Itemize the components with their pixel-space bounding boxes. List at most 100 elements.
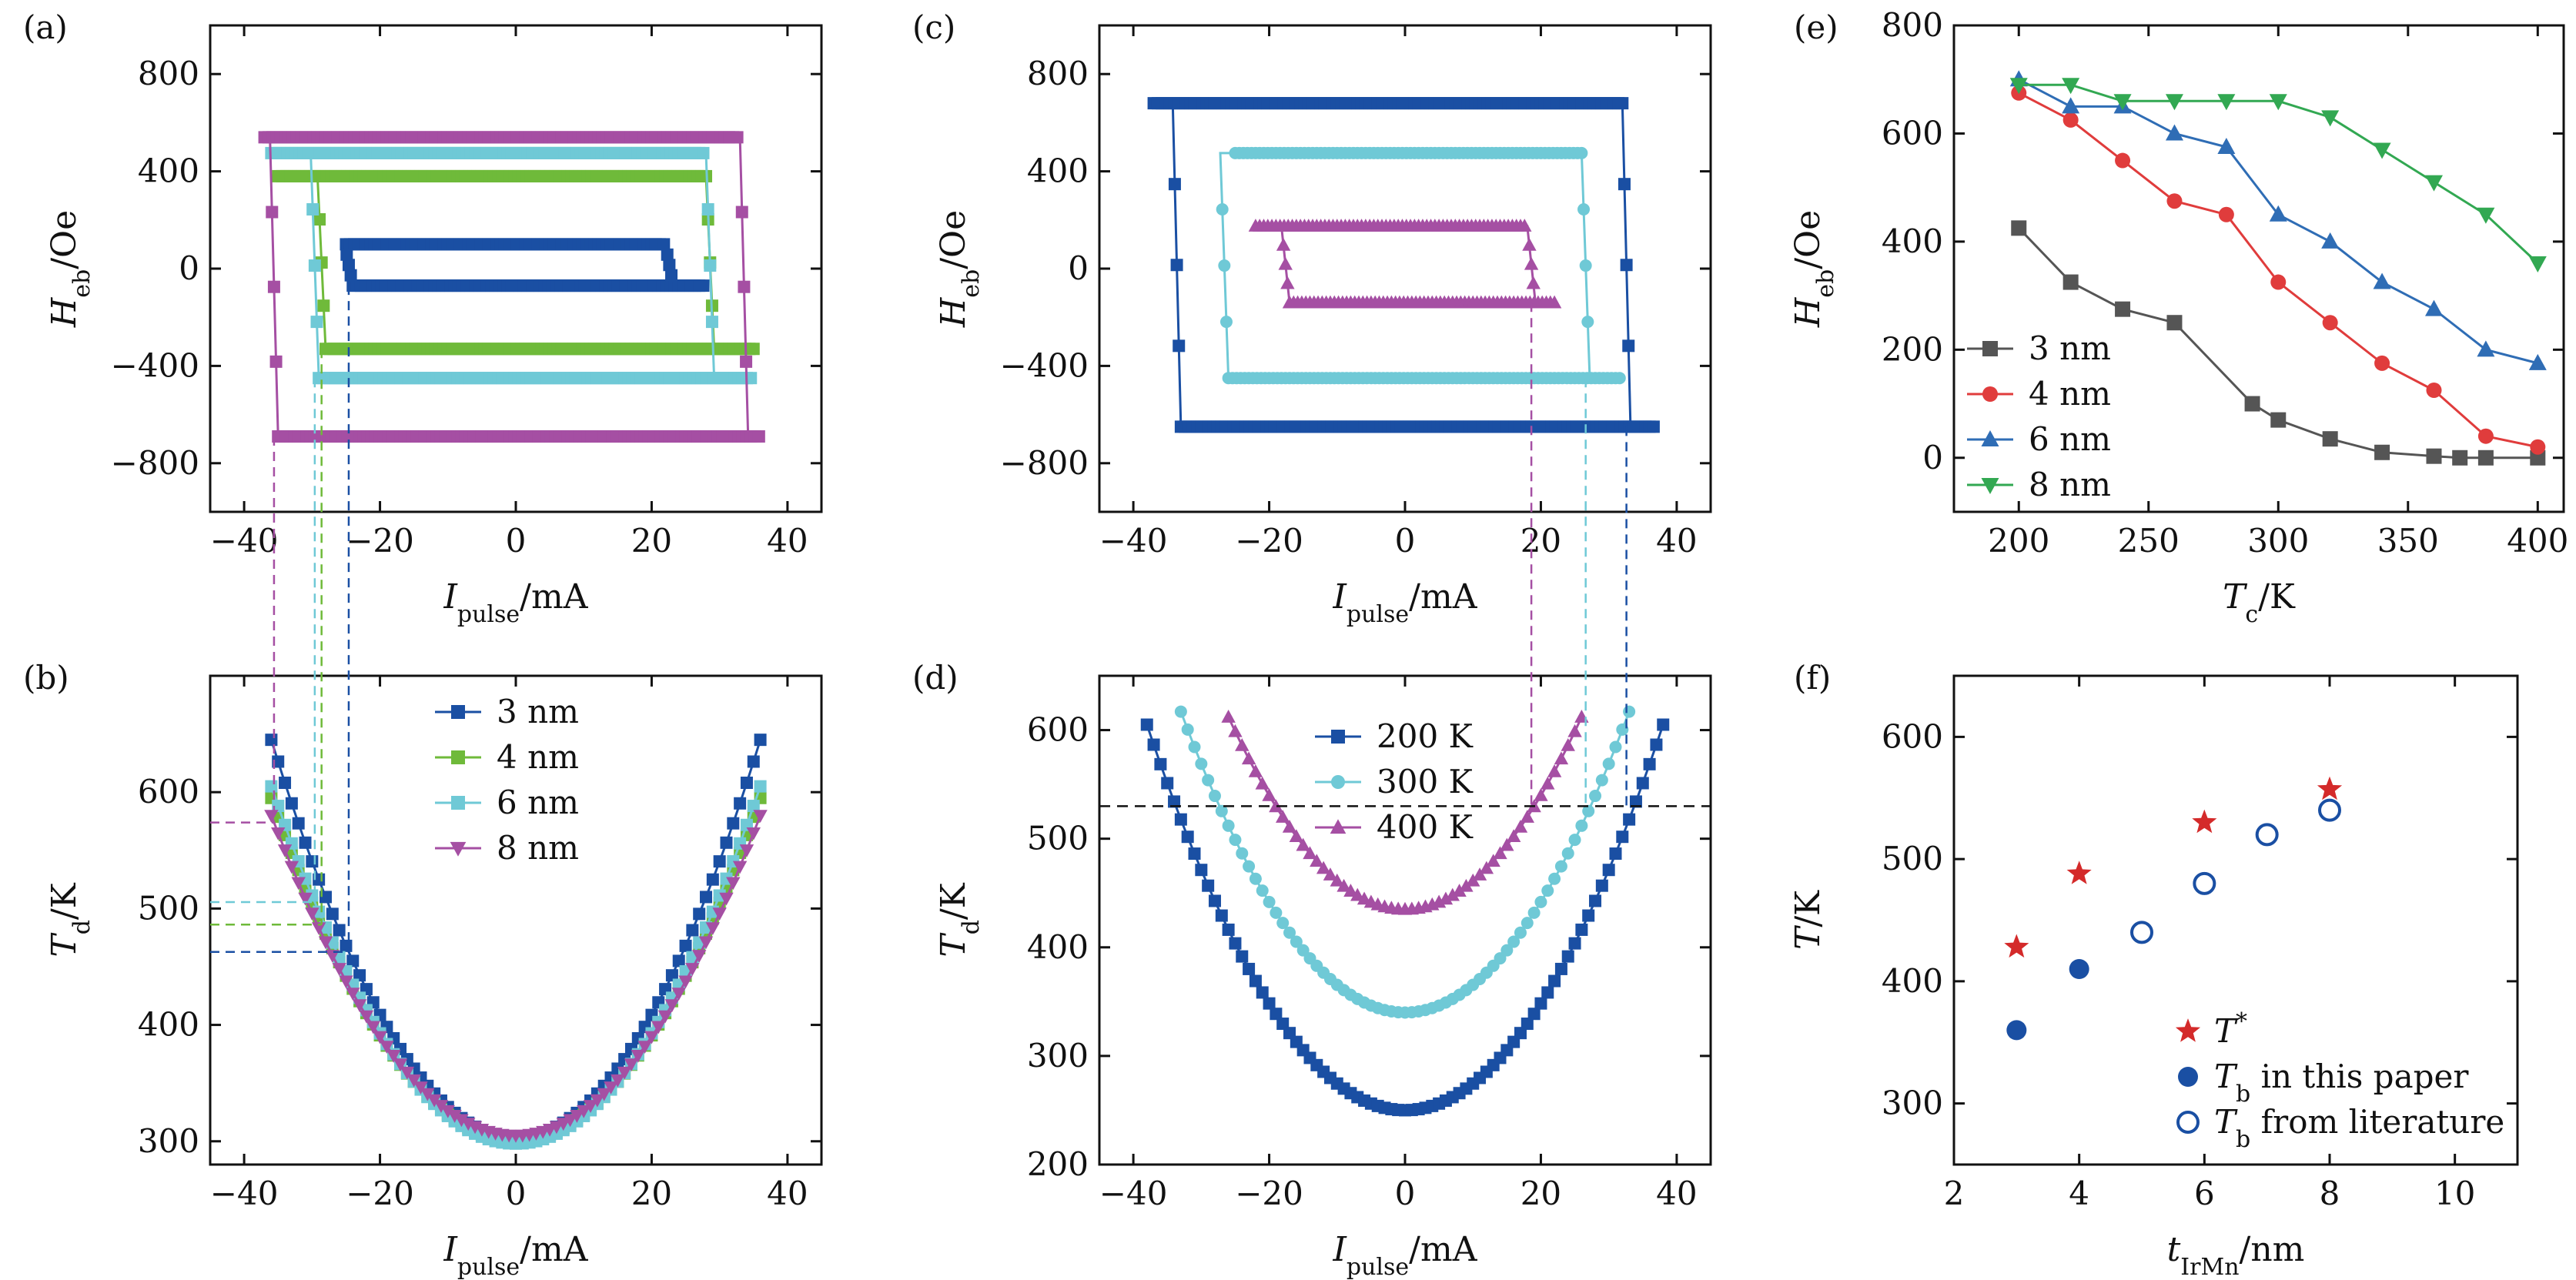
data-point (1581, 316, 1594, 329)
data-point (1289, 829, 1304, 843)
data-point (1276, 237, 1291, 251)
data-point (692, 950, 707, 963)
legend-label: 3 nm (2029, 329, 2111, 367)
data-point (2477, 340, 2495, 357)
y-axis-label: Heb/Oe (934, 210, 985, 328)
data-point (665, 969, 678, 982)
legend: 3 nm 4 nm 6 nm 8 nm (1967, 329, 2111, 503)
data-point (1609, 740, 1622, 754)
legend-label: Tb in this paper (2214, 1058, 2469, 1108)
data-point (2193, 871, 2216, 895)
legend-label: 3 nm (497, 693, 579, 730)
data-point (2452, 450, 2468, 466)
data-point (752, 430, 765, 443)
data-point (1517, 219, 1532, 232)
data-point (1616, 723, 1629, 736)
legend-label: 8 nm (2029, 466, 2111, 503)
data-point (1276, 810, 1290, 823)
data-point (685, 963, 700, 976)
data-point (2006, 1020, 2027, 1041)
panel-label: (d) (912, 659, 958, 697)
data-point (1575, 819, 1588, 832)
data-point (373, 1031, 387, 1044)
data-point (265, 734, 278, 747)
data-point (1296, 837, 1310, 851)
data-point (1276, 917, 1290, 930)
data-point (2113, 94, 2132, 111)
y-tick-label: 500 (1882, 840, 1943, 877)
data-point (1541, 986, 1554, 999)
data-point (2374, 444, 2390, 460)
data-point (1256, 884, 1269, 897)
data-point (2217, 138, 2236, 154)
data-point (1256, 986, 1269, 999)
data-point (346, 988, 360, 1001)
data-point (1561, 950, 1574, 963)
data-point (663, 259, 676, 272)
data-point (698, 936, 714, 950)
plot-area (2004, 776, 2343, 1041)
data-point (686, 924, 699, 937)
x-tick-label: 200 (1988, 522, 2049, 560)
data-point (2321, 110, 2340, 127)
data-point (1241, 751, 1256, 765)
data-point (1493, 846, 1507, 860)
data-point (1263, 997, 1276, 1010)
panel-c: −40 −20 0 20 40 −800 −400 0 400 800 Ipulse/mA Heb/O… (912, 8, 1712, 628)
x-tick-label: 0 (1395, 522, 1416, 560)
legend-marker (2175, 1018, 2201, 1042)
panel-label: (a) (23, 8, 68, 46)
data-point (1270, 1008, 1283, 1021)
x-tick-label: 2 (1944, 1175, 1965, 1212)
data-point (664, 999, 680, 1013)
data-point (269, 355, 283, 368)
legend-marker (450, 841, 467, 857)
data-point (1202, 774, 1215, 787)
x-tick-label: 8 (2320, 1175, 2340, 1212)
data-point (701, 202, 714, 216)
data-point (352, 999, 367, 1013)
series-400-k (1248, 219, 1562, 309)
x-tick-label: 20 (1521, 522, 1561, 560)
legend-marker (451, 750, 465, 764)
data-point (1270, 906, 1283, 919)
data-point (380, 1041, 394, 1054)
data-point (284, 861, 299, 874)
series-8-nm (264, 810, 768, 1143)
data-point (1174, 813, 1187, 826)
plot-area (2009, 70, 2547, 466)
data-point (1486, 854, 1500, 867)
legend-label: 4 nm (2029, 375, 2111, 413)
data-point (2062, 78, 2080, 95)
data-point (2374, 355, 2390, 371)
data-point (359, 1010, 374, 1024)
data-point (1520, 810, 1534, 823)
data-point (308, 259, 321, 272)
data-point (1527, 906, 1541, 919)
data-point (1657, 718, 1670, 731)
legend: 200 K 300 K 400 K (1315, 717, 1474, 846)
data-point (1541, 776, 1555, 790)
data-point (386, 1050, 401, 1063)
data-point (738, 280, 751, 293)
data-point (406, 1074, 421, 1088)
legend-label: 8 nm (497, 829, 579, 867)
data-point (2062, 112, 2079, 128)
data-point (1236, 847, 1249, 860)
panel-label: (b) (23, 659, 69, 697)
x-axis-label: Ipulse/mA (1333, 577, 1478, 628)
legend-marker (1981, 478, 1999, 494)
legend-label: 400 K (1377, 808, 1474, 846)
data-point (333, 924, 346, 937)
data-point (1188, 847, 1201, 861)
data-point (2166, 315, 2183, 331)
y-tick-label: 200 (1027, 1145, 1089, 1183)
data-point (440, 1105, 455, 1118)
data-point (1337, 878, 1351, 892)
data-point (1310, 854, 1324, 867)
data-point (1255, 776, 1270, 790)
data-point (267, 280, 280, 293)
panel-label: (e) (1794, 8, 1838, 46)
data-point (2115, 152, 2131, 169)
legend-marker (1982, 386, 1998, 402)
